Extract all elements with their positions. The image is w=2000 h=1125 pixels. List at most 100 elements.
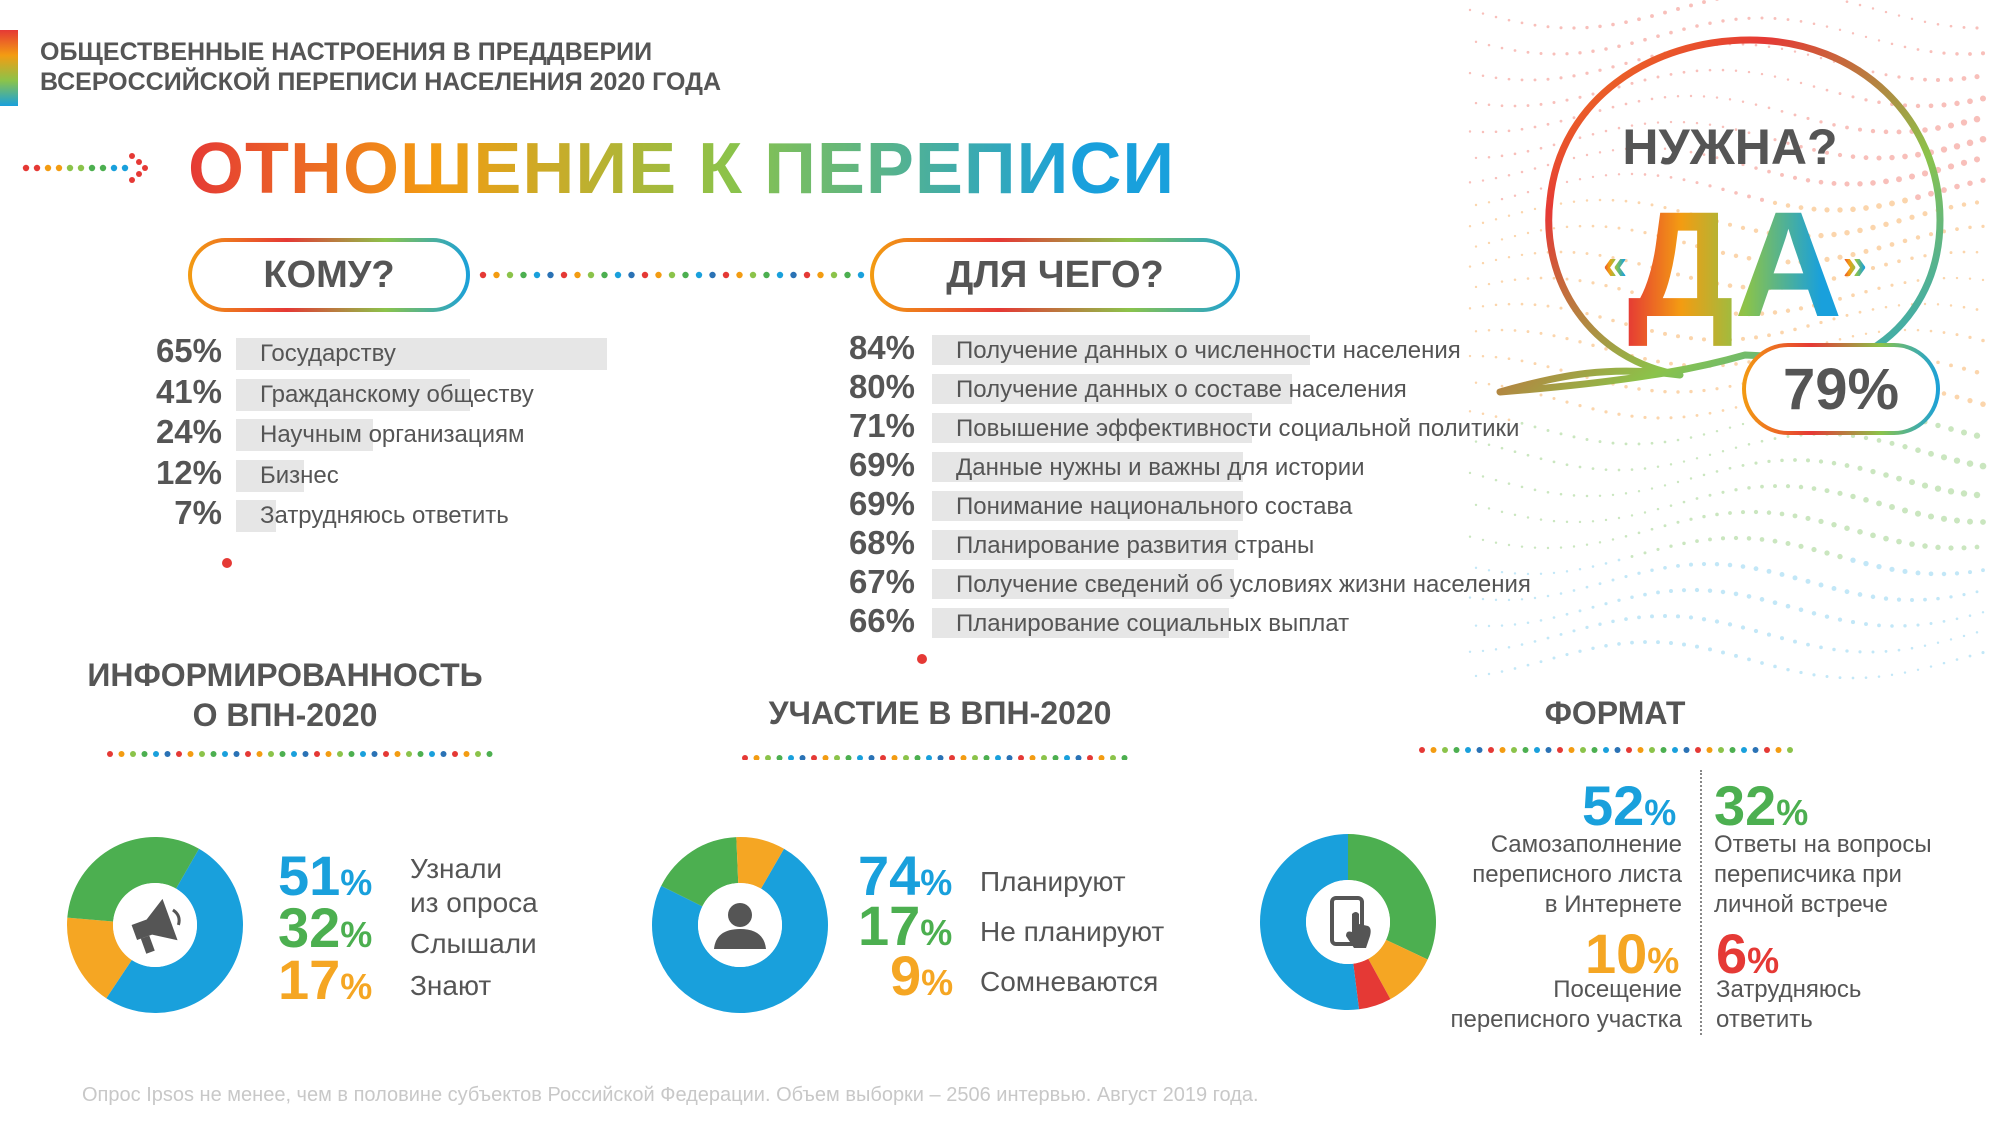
dlya-chego-bar-2 — [932, 413, 1252, 443]
dlya-chego-percent-3: 69% — [848, 446, 915, 483]
format-divider — [1700, 770, 1704, 1035]
donut-1-slice-2 — [736, 837, 784, 889]
donut-0-slice-0 — [106, 848, 243, 1013]
dlya-chego-percent-1: 80% — [848, 368, 915, 405]
komu-bar-2 — [236, 419, 373, 451]
dlya-chego-percent-5: 68% — [848, 524, 915, 561]
dlya-chego-bar-4 — [932, 491, 1243, 521]
donut-0-slice-2 — [67, 917, 132, 999]
dlya-chego-label-1: Получение данных о составе населения — [956, 376, 1407, 403]
section-dividers — [107, 747, 1793, 760]
format-value-2-number: 10 — [1585, 922, 1648, 985]
participation-value-2-number: 9 — [890, 944, 922, 1007]
komu-label-2: Научным организациям — [260, 421, 525, 448]
participation-value-0: 74% — [858, 844, 953, 907]
format-value-0: 52% — [1582, 774, 1677, 837]
informed-value-2: 17% — [278, 948, 373, 1011]
dlya-chego-bar-1 — [932, 374, 1292, 404]
informed-title-line-1: ИНФОРМИРОВАННОСТЬ — [87, 657, 483, 693]
informed-label-1: Слышали — [410, 928, 537, 959]
open-quote: « — [1602, 239, 1628, 289]
format-donut-chart — [1260, 834, 1436, 1010]
donut-1-slice-1 — [661, 837, 739, 907]
donut-0-slice-1 — [67, 837, 200, 922]
dlya-chego-percent-6: 67% — [848, 563, 915, 600]
connector-lines — [222, 271, 927, 664]
format-label-1-line-3: личной встрече — [1714, 891, 1888, 918]
format-label-0-line-1: Самозаполнение — [1490, 831, 1682, 858]
dlya-chego-percent-7: 66% — [848, 602, 915, 639]
informed-value-2-number: 17 — [278, 948, 341, 1011]
format-label-3-line-2: ответить — [1716, 1006, 1813, 1033]
informed-title: ИНФОРМИРОВАННОСТЬ О ВПН-2020 — [80, 655, 490, 735]
participation-label-1: Не планируют — [980, 916, 1165, 947]
dlya-chego-percent-4: 69% — [848, 485, 915, 522]
komu-bar-0 — [236, 338, 607, 370]
bubble-answer: ДА — [1627, 180, 1843, 348]
format-value-2: 10% — [1585, 922, 1680, 985]
bubble-percent-pill: 79% — [1742, 343, 1940, 435]
tablet-touch-icon — [1330, 896, 1371, 948]
format-label-0: Самозаполнение переписного листа в Интер… — [1400, 830, 1682, 920]
format-value-0-number: 52 — [1582, 774, 1645, 837]
dlya-chego-label-3: Данные нужны и важны для истории — [956, 454, 1365, 481]
komu-label-0: Государству — [260, 340, 396, 367]
dotted-arrow-icon — [22, 153, 148, 183]
format-label-2-line-2: переписного участка — [1450, 1006, 1682, 1033]
participation-label-0: Планируют — [980, 866, 1126, 897]
komu-percent-2: 24% — [155, 413, 222, 450]
donut-2-slice-0 — [1260, 834, 1360, 1010]
format-label-3: Затрудняюсь ответить — [1716, 975, 1976, 1035]
participation-value-1: 17% — [858, 894, 953, 957]
informed-label-2: Знают — [410, 970, 492, 1001]
komu-percent-1: 41% — [155, 372, 222, 410]
format-value-1: 32% — [1714, 774, 1809, 837]
dlya-chego-label-5: Планирование развития страны — [956, 532, 1315, 559]
dlya-chego-bar-3 — [932, 452, 1243, 482]
format-label-1-line-2: переписчика при — [1714, 861, 1902, 888]
format-label-3-line-1: Затрудняюсь — [1716, 976, 1862, 1003]
dlya-chego-bar-0 — [932, 335, 1310, 365]
komu-bar-3 — [236, 459, 305, 492]
informed-value-1: 32% — [278, 896, 373, 959]
dlya-chego-pill-label: ДЛЯ ЧЕГО? — [874, 242, 1236, 308]
participation-value-0-number: 74 — [858, 844, 921, 907]
format-value-1-number: 32 — [1714, 774, 1777, 837]
format-label-0-line-3: в Интернете — [1544, 891, 1682, 918]
speech-bubble — [1496, 36, 1944, 396]
informed-value-0: 51% — [278, 844, 373, 907]
komu-bar-4 — [236, 500, 276, 532]
dlya-chego-label-2: Повышение эффективности социальной полит… — [956, 415, 1520, 442]
komu-percent-3: 12% — [155, 453, 222, 491]
format-title: ФОРМАТ — [1544, 695, 1686, 731]
participation-label-2: Сомневаются — [980, 966, 1159, 997]
informed-label-0: Узнали из опроса — [410, 852, 538, 920]
format-label-0-line-2: переписного листа — [1472, 861, 1682, 888]
informed-donut-chart — [67, 837, 243, 1013]
komu-label-3: Бизнес — [260, 461, 339, 489]
informed-label-0-line-1: Узнали — [410, 853, 503, 884]
dlya-chego-percent-2: 71% — [848, 407, 915, 444]
komu-bar-1 — [236, 378, 470, 411]
dlya-chego-pill: ДЛЯ ЧЕГО? — [870, 238, 1240, 312]
participation-value-1-number: 17 — [858, 894, 921, 957]
donut-2-slice-3 — [1353, 958, 1391, 1010]
komu-pill-label: КОМУ? — [192, 242, 466, 308]
komu-percent-4: 7% — [174, 494, 222, 531]
close-quote: » — [1842, 239, 1868, 289]
megaphone-icon — [131, 898, 181, 954]
komu-label-1: Гражданскому обществу — [260, 380, 534, 408]
informed-value-0-number: 51 — [278, 844, 341, 907]
donut-2-slice-2 — [1368, 939, 1428, 1000]
participation-value-2: 9% — [890, 944, 954, 1007]
dlya-chego-label-7: Планирование социальных выплат — [956, 610, 1350, 637]
dlya-chego-label-0: Получение данных о численности населения — [956, 337, 1461, 364]
participation-donut-chart — [652, 837, 828, 1013]
informed-label-0-line-2: из опроса — [410, 887, 538, 918]
bubble-percent: 79% — [1746, 347, 1936, 431]
format-value-3-number: 6 — [1716, 922, 1748, 985]
komu-pill: КОМУ? — [188, 238, 470, 312]
dlya-chego-label-4: Понимание национального состава — [956, 493, 1353, 520]
dlya-chego-label-6: Получение сведений об условиях жизни нас… — [956, 571, 1531, 598]
